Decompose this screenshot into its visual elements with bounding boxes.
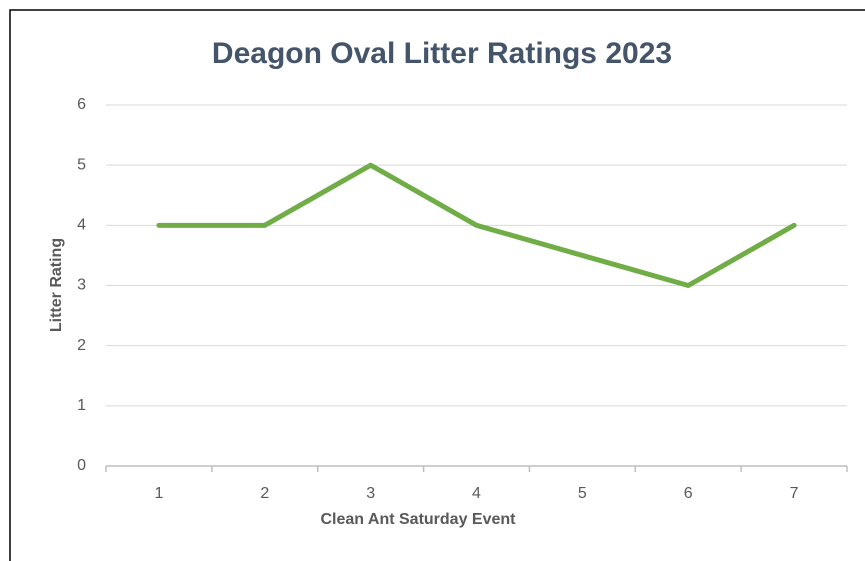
y-tick-label: 6 [77, 96, 86, 113]
y-tick-label: 3 [77, 277, 86, 294]
chart-title: Deagon Oval Litter Ratings 2023 [212, 37, 672, 70]
x-tick-label: 7 [790, 485, 799, 502]
y-tick-label: 4 [77, 217, 86, 234]
y-tick-label: 0 [77, 457, 86, 474]
frame [9, 9, 865, 561]
x-tick-label: 1 [154, 485, 163, 502]
y-tick-label: 1 [77, 397, 86, 414]
x-tick-label: 3 [366, 485, 375, 502]
data-line [156, 162, 797, 288]
y-tick-label: 5 [77, 156, 86, 173]
x-tick-label: 4 [472, 485, 481, 502]
y-axis-title: Litter Rating [48, 238, 65, 332]
x-tick-label: 2 [260, 485, 269, 502]
y-tick-label: 2 [77, 337, 86, 354]
x-tick-label: 5 [578, 485, 587, 502]
x-axis-title: Clean Ant Saturday Event [320, 511, 516, 528]
x-tick-label: 6 [684, 485, 693, 502]
